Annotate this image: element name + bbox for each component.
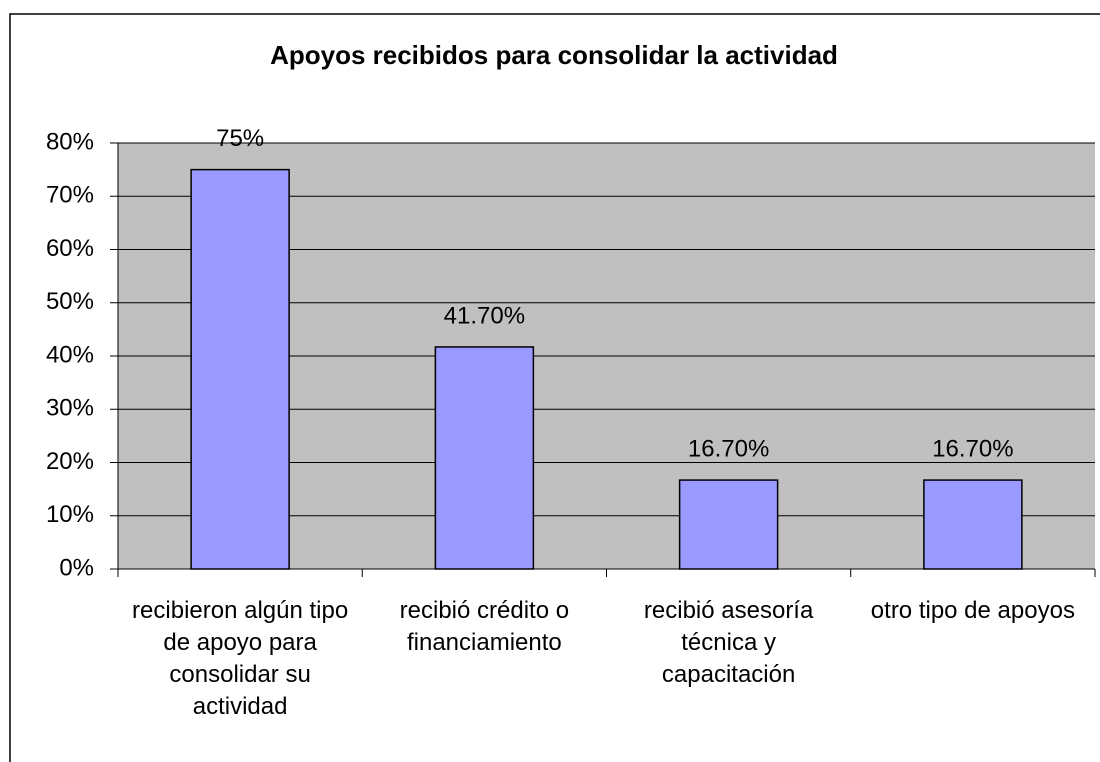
data-label: 16.70% xyxy=(932,435,1013,462)
y-tick-label: 80% xyxy=(46,128,94,155)
y-tick-label: 20% xyxy=(46,448,94,475)
y-tick-label: 30% xyxy=(46,395,94,422)
bar xyxy=(434,346,535,570)
x-tick-label: recibieron algún tipo de apoyo para cons… xyxy=(132,597,349,720)
data-label: 16.70% xyxy=(688,435,769,462)
y-tick-label: 70% xyxy=(46,182,94,209)
x-tick-label: recibió crédito o financiamiento xyxy=(399,597,570,656)
y-tick-label: 40% xyxy=(46,341,94,368)
bar xyxy=(678,479,779,570)
y-tick-label: 60% xyxy=(46,235,94,262)
chart-title: Apoyos recibidos para consolidar la acti… xyxy=(270,40,838,70)
bar xyxy=(923,479,1023,570)
bar xyxy=(190,168,290,570)
x-tick-label: otro tipo de apoyos xyxy=(870,597,1075,624)
x-tick-label: recibió asesoría técnica y capacitación xyxy=(643,597,814,688)
y-tick-label: 50% xyxy=(46,288,94,315)
data-label: 75% xyxy=(216,125,264,152)
y-tick-label: 0% xyxy=(59,554,94,581)
data-label: 41.70% xyxy=(444,302,525,329)
y-tick-label: 10% xyxy=(46,501,94,528)
